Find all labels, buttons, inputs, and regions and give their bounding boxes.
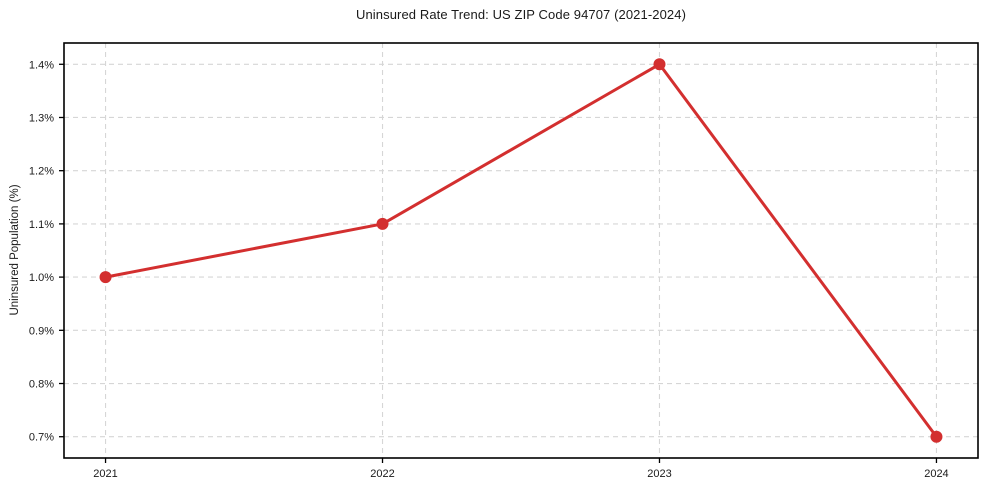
chart-title: Uninsured Rate Trend: US ZIP Code 94707 … bbox=[355, 7, 687, 22]
plot-border bbox=[63, 42, 979, 459]
x-tick-label: 2021 bbox=[93, 468, 117, 480]
data-point-marker bbox=[376, 217, 389, 230]
data-point-marker bbox=[653, 58, 666, 71]
data-point-marker bbox=[99, 271, 112, 284]
y-tick-label: 0.7% bbox=[29, 432, 54, 444]
y-tick-label: 0.8% bbox=[29, 379, 54, 391]
y-tick-label: 1.3% bbox=[29, 112, 54, 124]
data-point-marker bbox=[930, 430, 943, 443]
y-tick-label: 1.1% bbox=[29, 219, 54, 231]
y-tick-label: 1.4% bbox=[29, 59, 54, 71]
y-tick-label: 0.9% bbox=[29, 325, 54, 337]
y-tick-label: 1.2% bbox=[29, 166, 54, 178]
x-tick-label: 2023 bbox=[647, 468, 671, 480]
x-tick-label: 2024 bbox=[924, 468, 948, 480]
trend-line bbox=[104, 62, 938, 439]
x-tick-label: 2022 bbox=[370, 468, 394, 480]
y-tick-label: 1.0% bbox=[29, 272, 54, 284]
